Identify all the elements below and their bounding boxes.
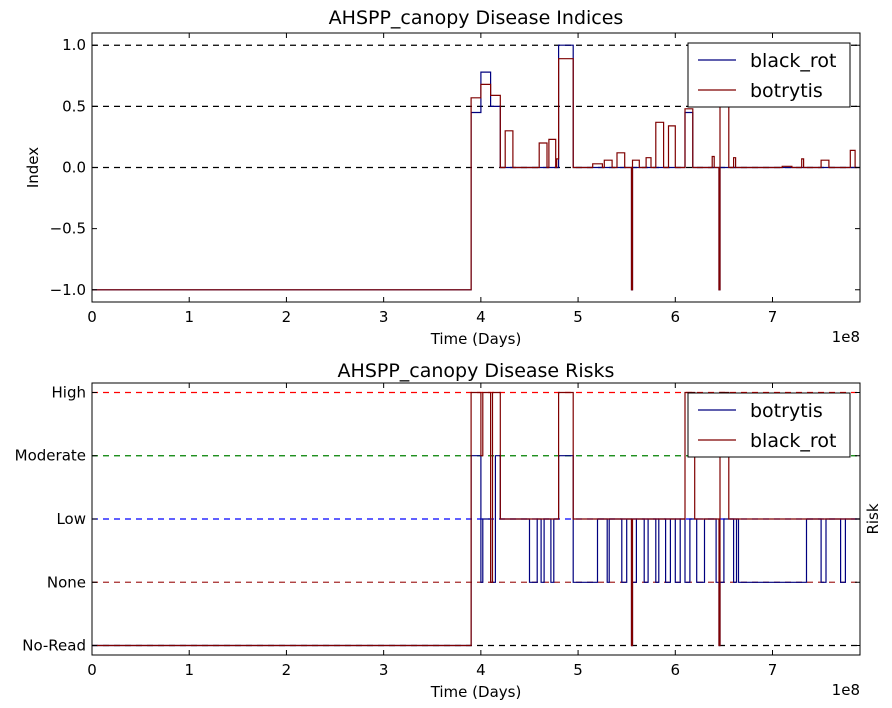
x-tick-label: 1 [184,661,194,679]
x-tick-label: 1 [184,308,194,326]
chart-panel-1: 0 1 2 3 4 5 6 7 −1.0 −0.5 0.0 0.5 1.0 1e8 AHSPP_canopy… [24,7,861,348]
legend-box [687,42,851,108]
y-tick-label: None [47,573,86,591]
chart-panel-2: 0 1 2 3 4 5 6 7 No-Read None Low Moderate High 1e8 AHS… [15,360,882,701]
y-tick-label: 0.5 [62,97,86,115]
y-tick-label: Low [56,510,86,528]
series-line-botrytis [92,58,860,291]
legend: black_rot botrytis [687,42,851,108]
x-tick-label: 0 [87,661,97,679]
y-tick-label: Moderate [15,447,86,465]
legend-label-botrytis: botrytis [750,80,823,102]
x-tick-label: 6 [671,661,681,679]
y-tick-label: No-Read [22,637,86,655]
legend-box [687,392,851,458]
y-axis-label: Index [24,147,42,188]
legend: botrytis black_rot [687,392,851,458]
x-multiplier-label: 1e8 [832,328,860,346]
series-line-black_rot [92,391,860,647]
legend-label-black_rot: black_rot [750,50,836,72]
legend-label-black_rot: black_rot [750,430,836,452]
chart-title: AHSPP_canopy Disease Risks [338,360,615,382]
x-tick-label: 7 [768,308,778,326]
chart-title: AHSPP_canopy Disease Indices [329,7,624,29]
x-tick-label: 6 [671,308,681,326]
x-tick-label: 2 [282,661,292,679]
y-axis-label: Risk [864,503,882,534]
x-tick-label: 3 [379,308,389,326]
y-tick-label: 0.0 [62,159,86,177]
x-tick-label: 2 [282,308,292,326]
x-tick-label: 3 [379,661,389,679]
y-tick-label: 1.0 [62,36,86,54]
x-multiplier-label: 1e8 [832,681,860,699]
x-tick-label: 5 [573,308,583,326]
y-tick-label: −0.5 [50,220,86,238]
x-axis-label: Time (Days) [430,683,522,701]
x-tick-label: 4 [476,661,486,679]
x-tick-label: 0 [87,308,97,326]
y-tick-label: −1.0 [50,281,86,299]
x-axis-label: Time (Days) [430,330,522,348]
y-tick-label: High [52,383,86,401]
x-tick-label: 5 [573,661,583,679]
x-tick-label: 7 [768,661,778,679]
legend-label-botrytis: botrytis [750,400,823,422]
x-tick-label: 4 [476,308,486,326]
series-line-botrytis [92,455,860,647]
